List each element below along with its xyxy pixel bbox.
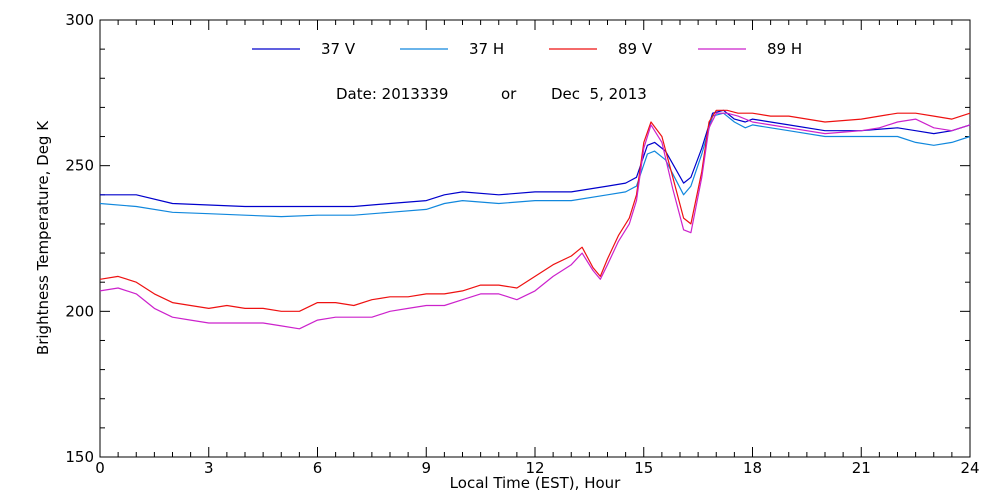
legend-label-89-h: 89 H xyxy=(767,40,802,58)
y-tick-label: 150 xyxy=(65,448,94,466)
x-tick-label: 15 xyxy=(634,459,653,477)
x-axis-ticks: 0 3 6 9 12 15 18 21 24 xyxy=(95,20,980,477)
x-tick-label: 9 xyxy=(421,459,431,477)
x-tick-label: 3 xyxy=(204,459,214,477)
series-line-37-v xyxy=(100,109,971,208)
x-tick-label: 21 xyxy=(852,459,871,477)
x-tick-label: 12 xyxy=(525,459,544,477)
legend-label-89-v: 89 V xyxy=(618,40,653,58)
series-lines xyxy=(99,109,971,330)
x-axis-label: Local Time (EST), Hour xyxy=(450,474,621,492)
x-tick-label: 18 xyxy=(743,459,762,477)
date-or: or xyxy=(501,85,517,103)
date-prefix: Date: 2013339 xyxy=(336,85,448,103)
series-line-89-h xyxy=(99,112,971,330)
legend-label-37-v: 37 V xyxy=(321,40,356,58)
legend: 37 V 37 H 89 V 89 H xyxy=(252,40,802,58)
x-tick-label: 24 xyxy=(960,459,979,477)
date-text: Dec 5, 2013 xyxy=(551,85,647,103)
series-line-37-h xyxy=(99,112,971,218)
y-tick-label: 250 xyxy=(65,157,94,175)
y-tick-label: 200 xyxy=(65,302,94,320)
x-tick-label: 0 xyxy=(95,459,105,477)
plot-frame xyxy=(99,19,971,458)
y-axis-label: Brightness Temperature, Deg K xyxy=(34,120,52,355)
series-line-89-v xyxy=(99,109,971,312)
y-axis-ticks: 150 200 250 300 xyxy=(65,11,970,466)
legend-label-37-h: 37 H xyxy=(469,40,504,58)
y-tick-label: 300 xyxy=(65,11,94,29)
x-tick-label: 6 xyxy=(313,459,323,477)
